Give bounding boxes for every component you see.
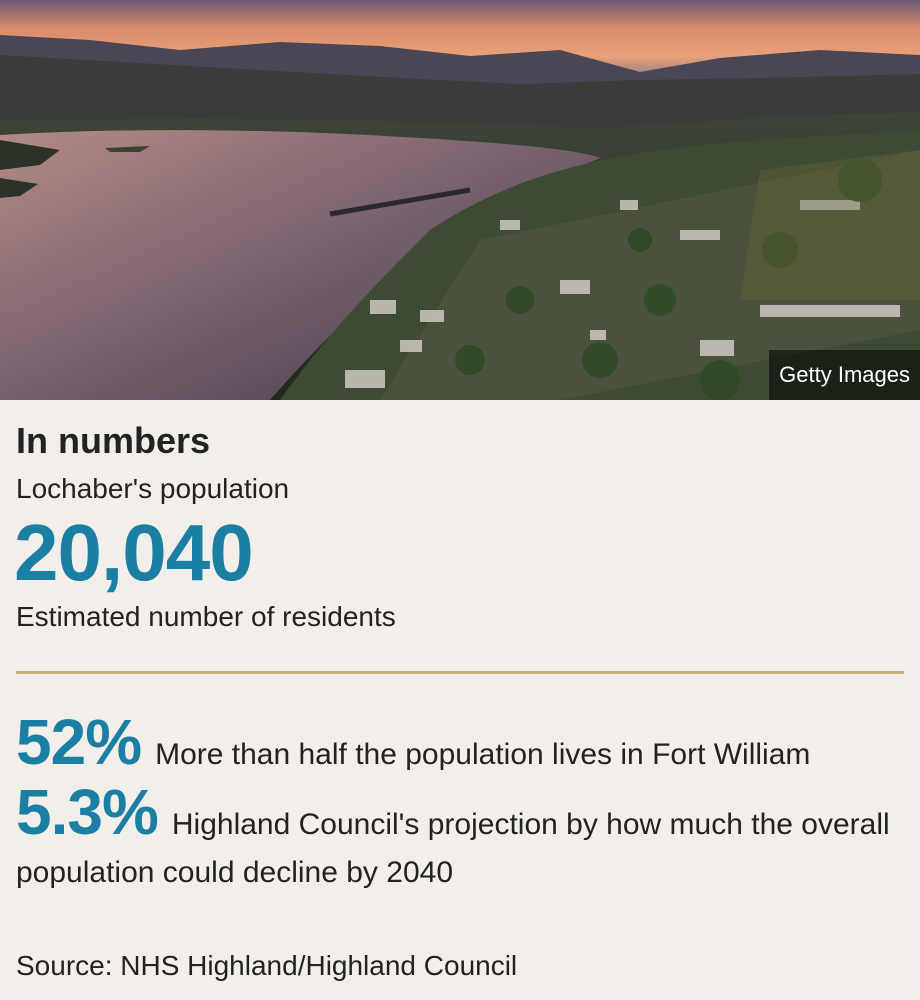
aerial-landscape-image xyxy=(0,0,920,400)
section-divider xyxy=(16,671,904,674)
hero-photo: Getty Images xyxy=(0,0,920,400)
source-note: Source: NHS Highland/Highland Council xyxy=(16,950,518,981)
stat-text: More than half the population lives in F… xyxy=(155,738,811,771)
photo-credit: Getty Images xyxy=(769,350,920,400)
stat-item: 52% More than half the population lives i… xyxy=(16,710,896,779)
stat-value: 52% xyxy=(16,706,142,778)
headline-caption: Estimated number of residents xyxy=(16,601,396,632)
infobox-heading: In numbers xyxy=(16,420,211,461)
stat-text: Highland Council's projection by how muc… xyxy=(16,808,890,889)
stat-value: 5.3% xyxy=(16,776,159,848)
stat-item: 5.3% Highland Council's projection by how… xyxy=(16,780,896,897)
headline-number: 20,040 xyxy=(14,508,254,597)
infobox-subheading: Lochaber's population xyxy=(16,473,290,504)
